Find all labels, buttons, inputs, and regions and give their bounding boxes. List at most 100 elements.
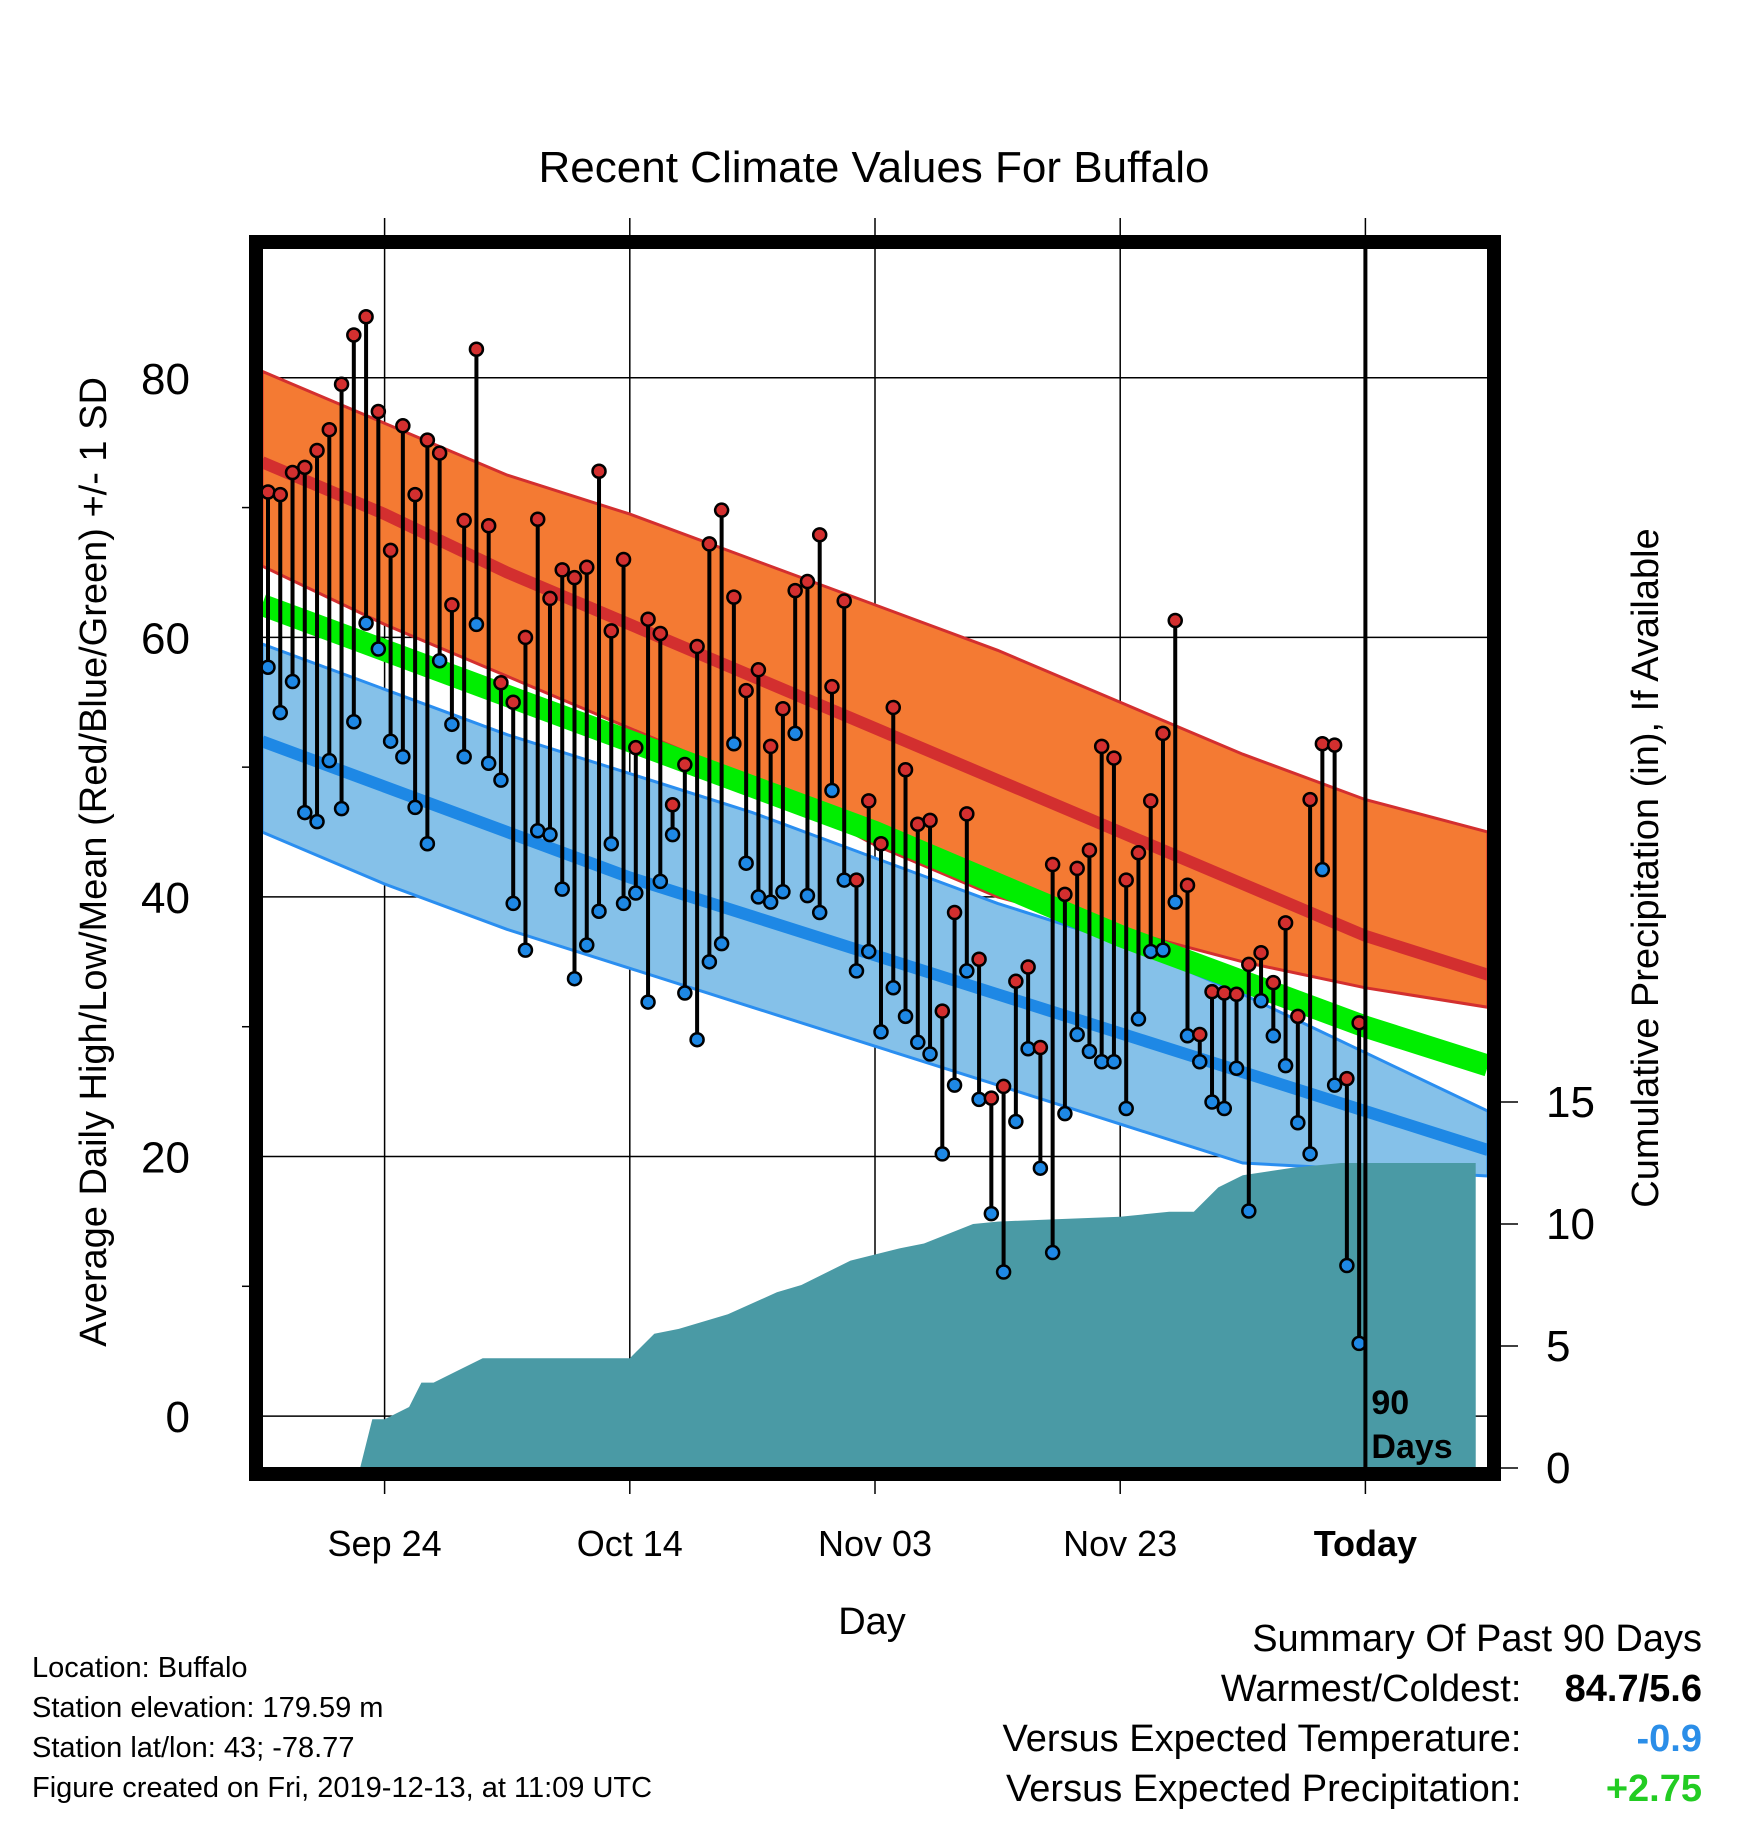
low-point [444, 716, 460, 733]
high-point [652, 625, 669, 642]
latlon-text: Station lat/lon: 43; -78.77 [32, 1732, 355, 1764]
high-point [664, 797, 681, 813]
daily-bar [1253, 944, 1269, 1009]
low-point [1106, 1054, 1122, 1070]
high-point [762, 738, 779, 755]
high-point [284, 464, 301, 481]
high-point [529, 511, 546, 528]
y-tick-label: 60 [141, 614, 190, 663]
daily-bar [1008, 973, 1024, 1130]
low-point [591, 903, 607, 919]
high-point [1253, 944, 1269, 961]
high-point [750, 662, 767, 678]
high-point [971, 951, 987, 967]
daily-bar [677, 756, 693, 1001]
low-point [321, 752, 338, 769]
high-point [677, 756, 693, 773]
y2-axis: 0 5 10 15 [1494, 1078, 1595, 1493]
high-point [591, 463, 607, 479]
high-point [1339, 1070, 1355, 1087]
summary-panel: Summary Of Past 90 Days Warmest/Coldest:… [1003, 1614, 1702, 1814]
low-point [885, 980, 902, 996]
high-point [1314, 736, 1331, 752]
high-point [873, 835, 889, 852]
daily-bar [787, 582, 803, 742]
high-point [1032, 1039, 1049, 1056]
daily-bar [493, 675, 509, 788]
daily-bar [1228, 986, 1245, 1077]
high-point [480, 517, 497, 534]
high-point [419, 432, 436, 448]
low-point [701, 954, 718, 970]
daily-bar [628, 739, 644, 901]
location-text: Location: Buffalo [32, 1652, 248, 1684]
low-point [1339, 1257, 1355, 1274]
low-point [1008, 1113, 1024, 1130]
daily-bar [836, 593, 852, 888]
x-axis-label: Day [838, 1601, 906, 1643]
high-point [1326, 737, 1343, 753]
precipitation-fill [262, 1163, 1476, 1468]
high-point [1228, 986, 1245, 1003]
high-point [701, 536, 718, 552]
daily-bar [579, 559, 595, 953]
daily-bar [713, 502, 730, 952]
low-point [652, 873, 669, 890]
daily-bar [407, 486, 423, 816]
high-point [824, 678, 840, 695]
low-point [468, 616, 485, 633]
low-point [579, 937, 595, 953]
low-point [1253, 993, 1269, 1009]
high-point [615, 551, 632, 568]
daily-bar [1155, 725, 1171, 958]
daily-bar [1314, 736, 1331, 878]
low-point [824, 782, 840, 799]
high-point [517, 629, 534, 646]
high-point [309, 442, 325, 459]
y-tick-label: 0 [166, 1393, 190, 1442]
daily-bar [1277, 915, 1294, 1074]
warmest-value: 84.7/5.6 [1564, 1668, 1702, 1710]
daily-bar [591, 463, 607, 919]
daily-bar [346, 327, 362, 730]
daily-bar [272, 486, 289, 721]
low-point [1167, 894, 1183, 910]
high-point [260, 484, 276, 500]
low-point [505, 895, 521, 912]
low-point [431, 652, 448, 669]
low-point [640, 994, 656, 1010]
daily-bar [480, 517, 497, 772]
low-point [799, 887, 816, 904]
daily-bar [922, 812, 938, 1062]
daily-temperature-bars [260, 309, 1367, 1352]
low-point [873, 1024, 889, 1040]
daily-bar [1118, 872, 1134, 1117]
daily-bar [848, 872, 865, 979]
low-point [382, 733, 399, 749]
daily-bar [297, 459, 313, 821]
summary-title: Summary Of Past 90 Days [1252, 1618, 1702, 1660]
low-point [946, 1077, 963, 1093]
low-point [309, 813, 325, 830]
y2-tick-label: 0 [1546, 1444, 1570, 1493]
y-axis-label: Average Daily High/Low/Mean (Red/Blue/Gr… [73, 377, 115, 1347]
high-point [738, 682, 754, 699]
low-point [1142, 943, 1159, 960]
low-point [480, 755, 497, 772]
high-point [848, 872, 865, 888]
high-point [1204, 983, 1220, 1000]
low-point [1179, 1028, 1196, 1044]
daily-bar [1044, 856, 1061, 1261]
low-point [1216, 1100, 1233, 1117]
temp-label: Versus Expected Temperature: [1002, 1718, 1522, 1760]
high-point [934, 1003, 951, 1019]
precip-value: +2.75 [1605, 1768, 1702, 1810]
low-point [395, 749, 411, 765]
summary-warmest-row: Warmest/Coldest: 84.7/5.6 [1003, 1664, 1702, 1714]
low-point [419, 835, 436, 852]
created-text: Figure created on Fri, 2019-12-13, at 11… [32, 1772, 653, 1804]
daily-bar [1326, 737, 1343, 1093]
high-point [640, 611, 656, 627]
low-point [333, 800, 350, 817]
daily-bar [395, 418, 411, 765]
